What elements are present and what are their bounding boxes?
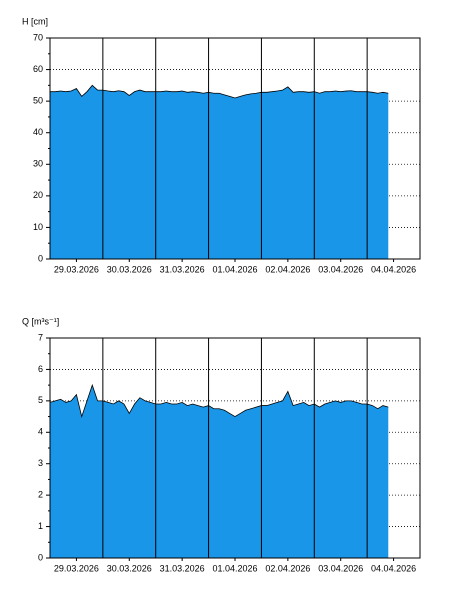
x-tick-label: 01.04.2026 (212, 264, 257, 274)
y-tick-label: 6 (38, 364, 43, 374)
x-tick-label: 02.04.2026 (265, 563, 310, 573)
area-line (49, 383, 389, 419)
area (50, 385, 389, 558)
x-tick-label: 30.03.2026 (107, 563, 152, 573)
y-axis-label: Q [m³s⁻¹] (22, 316, 59, 326)
y-tick-label: 0 (38, 552, 43, 562)
y-tick-label: 30 (33, 159, 43, 169)
y-tick-label: 70 (33, 32, 43, 42)
y-tick-label: 20 (33, 190, 43, 200)
x-tick-label: 04.04.2026 (371, 264, 416, 274)
y-tick-label: 10 (33, 222, 43, 232)
y-tick-label: 7 (38, 332, 43, 342)
y-tick-label: 1 (38, 521, 43, 531)
plot-frame (49, 337, 421, 559)
x-tick-label: 30.03.2026 (107, 264, 152, 274)
plot-frame (49, 37, 421, 260)
x-tick-label: 03.04.2026 (318, 563, 363, 573)
area (50, 85, 389, 259)
y-tick-label: 60 (33, 64, 43, 74)
x-tick-label: 04.04.2026 (371, 563, 416, 573)
y-tick-label: 4 (38, 427, 43, 437)
y-tick-label: 3 (38, 458, 43, 468)
y-tick-label: 2 (38, 490, 43, 500)
y-tick-label: 5 (38, 395, 43, 405)
x-tick-label: 01.04.2026 (212, 563, 257, 573)
y-tick-label: 50 (33, 96, 43, 106)
y-tick-label: 0 (38, 253, 43, 263)
x-tick-label: 02.04.2026 (265, 264, 310, 274)
y-axis-label: H [cm] (22, 16, 48, 26)
x-tick-label: 29.03.2026 (54, 563, 99, 573)
x-tick-label: 03.04.2026 (318, 264, 363, 274)
y-tick-label: 40 (33, 127, 43, 137)
x-tick-label: 31.03.2026 (160, 264, 205, 274)
x-tick-label: 31.03.2026 (160, 563, 205, 573)
area-line (50, 84, 389, 99)
x-tick-label: 29.03.2026 (54, 264, 99, 274)
